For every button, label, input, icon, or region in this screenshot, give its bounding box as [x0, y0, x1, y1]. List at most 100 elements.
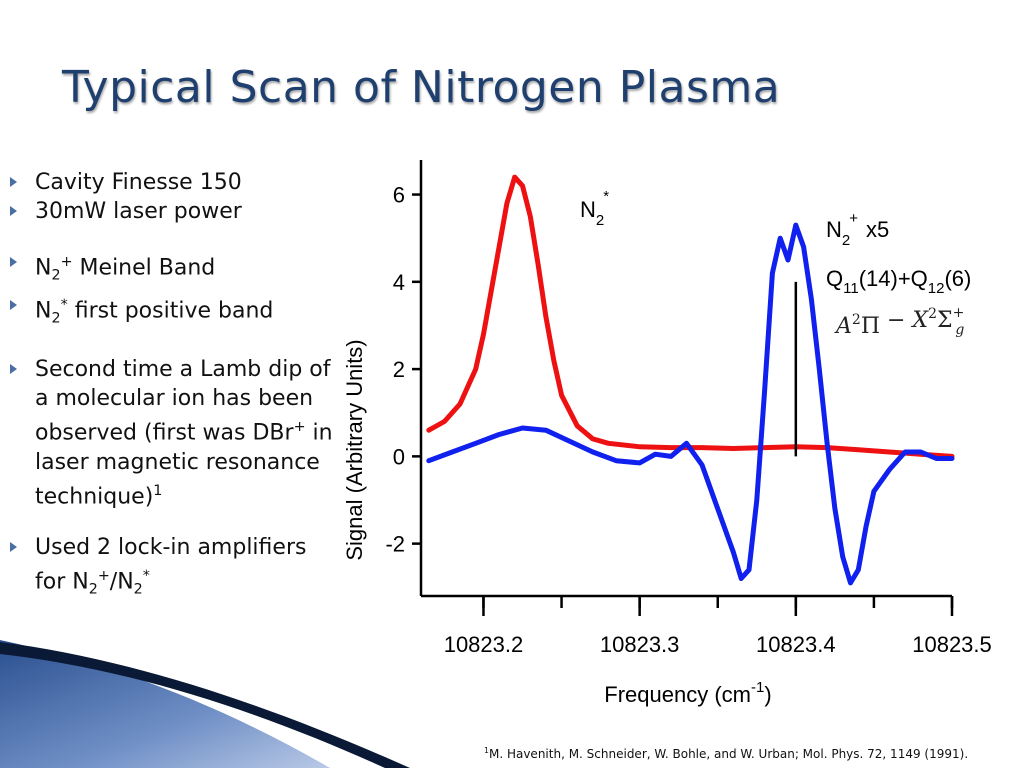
- bullet-superscript: *: [60, 296, 68, 313]
- bullet-text: Second time a Lamb dip of a molecular io…: [35, 357, 331, 446]
- bullet-text: Cavity Finesse 150: [35, 170, 242, 195]
- series-point-0: [536, 262, 541, 267]
- series-point-0: [489, 288, 494, 293]
- series-point-1: [832, 506, 837, 511]
- series-point-0: [606, 441, 611, 446]
- bullet-superscript: +: [60, 254, 73, 270]
- spectrum-chart: -2 0 2 4 6 10823.2 10823.3 10823.4 10823.5 Signa…: [342, 160, 992, 707]
- series-point-1: [864, 524, 869, 529]
- series-point-1: [950, 456, 954, 461]
- series-point-1: [809, 297, 814, 302]
- bullet-text: Meinel Band: [72, 255, 216, 281]
- series-point-1: [848, 580, 853, 585]
- series-point-1: [918, 450, 923, 454]
- bullet-subscript: 2: [133, 581, 143, 598]
- series-point-1: [473, 441, 478, 446]
- bullet-arrow-icon: [10, 257, 17, 267]
- bullet-arrow-icon: [10, 299, 17, 310]
- bullet-first-positive-band: N2* first positive band: [10, 291, 340, 334]
- series-point-1: [871, 489, 876, 494]
- y-tick-label: 0: [393, 444, 405, 469]
- series-point-0: [731, 446, 736, 451]
- series-point-0: [504, 201, 509, 206]
- series-point-1: [754, 498, 759, 502]
- series-point-1: [715, 506, 720, 511]
- series-point-1: [497, 432, 502, 437]
- bullet-subscript: 2: [51, 267, 61, 284]
- bullet-meinel-band: N2+ Meinel Band: [10, 248, 340, 291]
- bullet-text: Used 2 lock-in amplifiers for N: [35, 535, 307, 595]
- bullet-superscript: +: [97, 568, 110, 585]
- x-tick-label: 10823.2: [444, 632, 524, 657]
- series-point-1: [614, 458, 619, 463]
- series-point-0: [473, 367, 478, 372]
- y-tick-label: 6: [393, 183, 405, 208]
- bullet-arrow-icon: [10, 177, 17, 187]
- series-point-1: [825, 441, 830, 446]
- series-point-1: [520, 426, 525, 430]
- bullet-text: first positive band: [67, 298, 274, 324]
- y-axis-label: Signal (Arbitrary Units): [342, 339, 367, 560]
- series-point-0: [520, 183, 525, 188]
- bullet-lock-in-amplifiers: Used 2 lock-in amplifiers for N2+/N2*: [10, 533, 340, 605]
- n2-star-label: N2*: [580, 188, 609, 229]
- bullet-text: /N: [109, 569, 134, 595]
- bullet-text: in laser magnetic resonance technique): [35, 420, 333, 510]
- y-tick-label: 2: [393, 357, 405, 382]
- series-point-1: [543, 428, 548, 433]
- y-tick-label: -2: [385, 532, 405, 557]
- series-point-0: [458, 402, 463, 406]
- swoosh-light-band: [0, 640, 330, 768]
- bullet-arrow-icon: [10, 542, 17, 553]
- series-point-1: [840, 554, 845, 559]
- series-point-0: [762, 445, 767, 450]
- series-point-1: [762, 388, 767, 393]
- chart-series: [426, 174, 955, 586]
- slide-title: Typical Scan of Nitrogen Plasma: [62, 62, 781, 113]
- decorative-swoosh: [0, 640, 410, 768]
- series-point-1: [770, 271, 775, 276]
- bullet-list: Cavity Finesse 150 30mW laser power N2+ …: [10, 168, 340, 605]
- series-point-1: [700, 463, 705, 468]
- series-point-0: [700, 445, 705, 450]
- bullet-superscript: *: [142, 568, 150, 585]
- series-point-1: [653, 452, 658, 457]
- series-point-0: [637, 444, 642, 449]
- series-point-1: [887, 467, 892, 472]
- bullet-subscript: 2: [51, 310, 61, 327]
- series-point-1: [903, 450, 908, 454]
- series-point-0: [887, 450, 892, 454]
- swoosh-dark-band: [0, 642, 410, 768]
- series-point-0: [528, 214, 533, 219]
- series-point-0: [559, 393, 564, 398]
- series-point-0: [590, 436, 595, 441]
- x-tick-label: 10823.5: [912, 632, 992, 657]
- q-branch-label: Q11(14)+Q12(6): [826, 266, 971, 297]
- series-point-1: [934, 456, 939, 461]
- series-point-0: [668, 445, 673, 450]
- series-point-0: [543, 314, 548, 319]
- bullet-subscript: 2: [88, 581, 98, 598]
- x-axis-label: Frequency (cm-1): [604, 679, 771, 707]
- bullet-arrow-icon: [10, 364, 17, 375]
- series-point-1: [793, 223, 798, 228]
- series-point-1: [590, 450, 595, 454]
- series-point-1: [684, 441, 689, 446]
- citation-footnote: 1M. Havenith, M. Schneider, W. Bohle, an…: [484, 746, 968, 761]
- x-tick-label: 10823.3: [600, 632, 680, 657]
- citation-text: M. Havenith, M. Schneider, W. Bohle, and…: [488, 747, 969, 761]
- bullet-text: N: [35, 298, 52, 324]
- series-point-1: [426, 458, 431, 463]
- bullet-arrow-icon: [10, 206, 17, 216]
- bullet-text: 30mW laser power: [35, 199, 242, 224]
- series-point-1: [637, 460, 642, 465]
- series-point-1: [668, 454, 673, 459]
- bullet-text: N: [35, 255, 52, 281]
- bullet-superscript: +: [293, 419, 306, 436]
- series-point-0: [497, 244, 502, 249]
- n2-plus-label: N2+ x5: [826, 210, 889, 249]
- series-point-1: [817, 367, 822, 372]
- series-point-1: [778, 236, 783, 241]
- citation-marker: 1: [484, 746, 489, 755]
- y-tick-label: 4: [393, 270, 405, 295]
